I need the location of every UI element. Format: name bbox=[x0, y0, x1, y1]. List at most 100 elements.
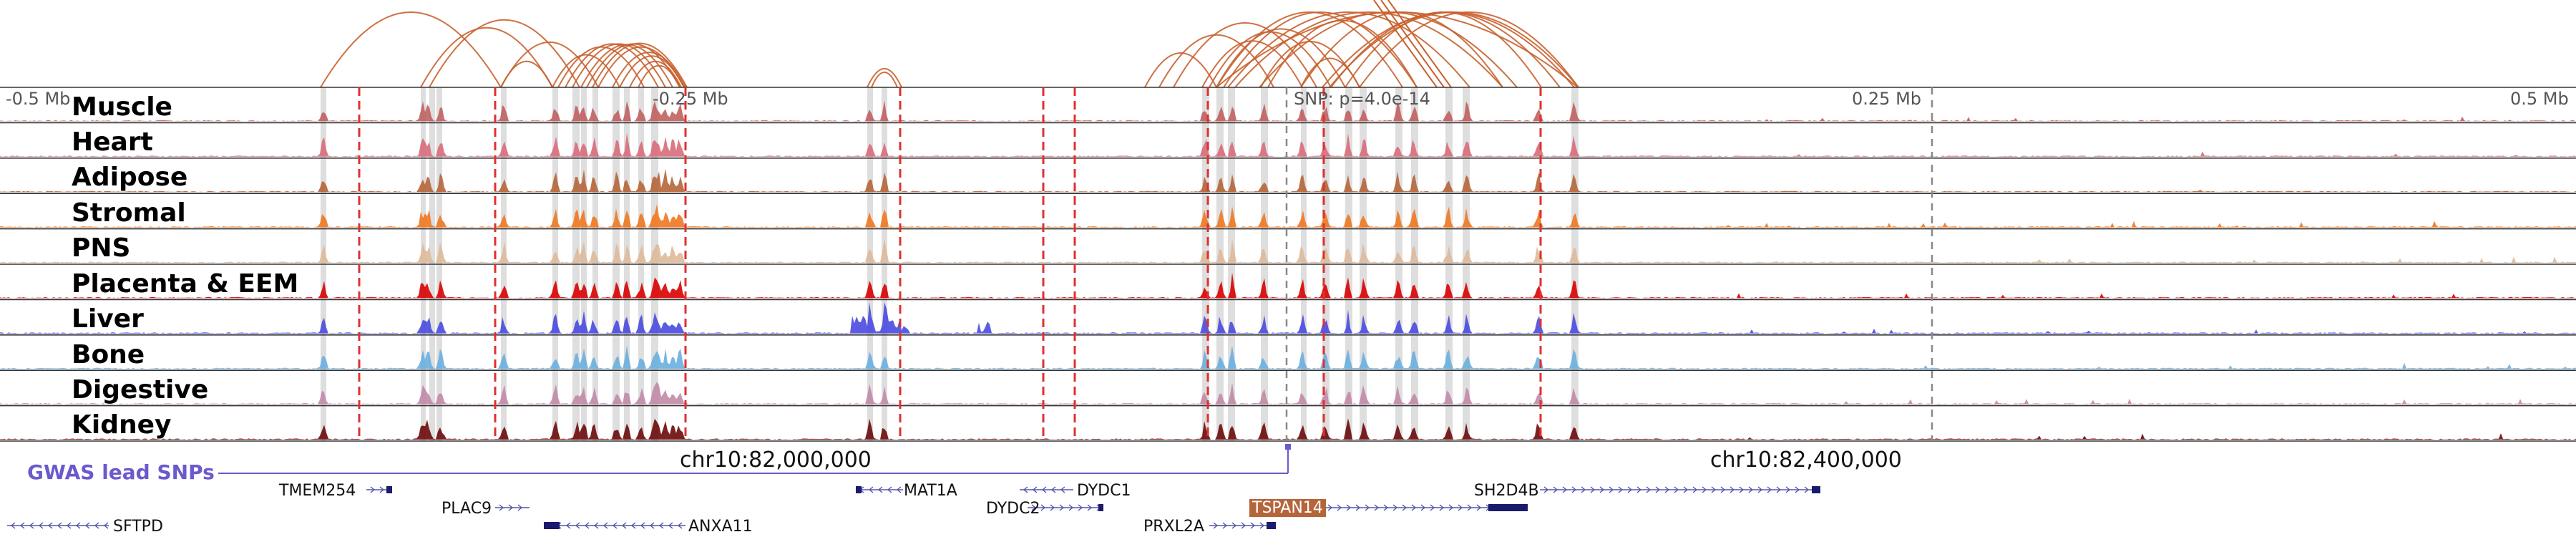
gene-model-sftpd[interactable] bbox=[7, 522, 109, 529]
gene-strand-arrow bbox=[94, 522, 99, 529]
gene-strand-arrow bbox=[1023, 486, 1028, 493]
gene-strand-arrow bbox=[1720, 486, 1726, 493]
gene-label-tmem254[interactable]: TMEM254 bbox=[279, 482, 356, 500]
gene-strand-arrow bbox=[29, 522, 34, 529]
chromatin-loop-1 bbox=[420, 26, 553, 88]
gene-strand-arrow bbox=[1411, 504, 1417, 511]
snp-pvalue-label: SNP: p=4.0e-14 bbox=[1294, 89, 1430, 109]
chromatin-loop-24 bbox=[1216, 28, 1346, 88]
gene-label-sftpd[interactable]: SFTPD bbox=[113, 518, 163, 536]
coordinate-label-1: chr10:82,000,000 bbox=[680, 448, 872, 473]
track-label-digestive[interactable]: Digestive bbox=[72, 375, 209, 405]
gene-strand-arrow bbox=[1327, 504, 1333, 511]
gene-strand-arrow bbox=[896, 486, 902, 493]
gene-strand-arrow bbox=[612, 522, 618, 529]
chromatin-loop-19 bbox=[1144, 52, 1217, 88]
track-label-muscle[interactable]: Muscle bbox=[72, 92, 172, 122]
gene-strand-arrow bbox=[877, 486, 883, 493]
gene-strand-arrow bbox=[1031, 504, 1037, 511]
track-label-kidney[interactable]: Kidney bbox=[72, 410, 172, 440]
chromatin-loop-2 bbox=[429, 19, 580, 88]
gwas-track-label: GWAS lead SNPs bbox=[27, 460, 215, 484]
chromatin-loop-5 bbox=[552, 54, 620, 88]
gene-strand-arrow bbox=[517, 504, 523, 511]
gene-strand-arrow bbox=[1795, 486, 1800, 493]
gene-strand-arrow bbox=[584, 522, 590, 529]
gene-strand-arrow bbox=[1439, 504, 1445, 511]
chromatin-loop-long-2 bbox=[1380, 0, 1445, 88]
gene-strand-arrow bbox=[1060, 486, 1065, 493]
gene-strand-arrow bbox=[621, 522, 627, 529]
gwas-track bbox=[218, 444, 1291, 474]
gene-strand-arrow bbox=[1402, 504, 1407, 511]
gene-strand-arrow bbox=[1222, 522, 1228, 529]
chromatin-loop-20 bbox=[1158, 34, 1274, 88]
track-label-heart[interactable]: Heart bbox=[72, 127, 153, 157]
chromatin-loop-18 bbox=[871, 72, 898, 88]
gene-strand-arrow bbox=[1040, 504, 1046, 511]
gene-strand-arrow bbox=[38, 522, 44, 529]
signal-tracks bbox=[0, 87, 2576, 442]
gene-strand-arrow bbox=[84, 522, 90, 529]
gene-label-prxl2a[interactable]: PRXL2A bbox=[1143, 518, 1204, 536]
gene-model-dydc1[interactable] bbox=[1020, 486, 1073, 493]
gene-strand-arrow bbox=[593, 522, 599, 529]
chromatin-loop-38 bbox=[1330, 11, 1561, 88]
gene-strand-arrow bbox=[1627, 486, 1633, 493]
gene-strand-arrow bbox=[1420, 504, 1426, 511]
gene-strand-arrow bbox=[1213, 522, 1219, 529]
track-label-adipose[interactable]: Adipose bbox=[72, 163, 188, 192]
scale-label-left: -0.5 Mb bbox=[6, 89, 71, 109]
gene-label-plac9[interactable]: PLAC9 bbox=[441, 500, 492, 518]
chromatin-loop-15 bbox=[629, 60, 682, 88]
gene-strand-arrow bbox=[1776, 486, 1782, 493]
chromatin-loop-30 bbox=[1267, 19, 1418, 88]
gene-model-prxl2a[interactable] bbox=[1209, 522, 1276, 529]
track-label-liver[interactable]: Liver bbox=[72, 304, 144, 334]
track-signal-bone bbox=[0, 345, 2576, 369]
gene-model-dydc2[interactable] bbox=[1028, 504, 1103, 511]
track-label-placenta[interactable]: Placenta & EEM bbox=[72, 269, 299, 299]
gene-strand-arrow bbox=[630, 522, 636, 529]
track-label-bone[interactable]: Bone bbox=[72, 340, 145, 369]
track-signal-digestive bbox=[0, 382, 2576, 405]
gene-label-sh2d4b[interactable]: SH2D4B bbox=[1474, 482, 1539, 500]
gene-model-tspan14[interactable] bbox=[1324, 504, 1528, 511]
gene-strand-arrow bbox=[1032, 486, 1038, 493]
gene-strand-arrow bbox=[1646, 486, 1652, 493]
chromatin-loop-8 bbox=[572, 43, 666, 88]
gene-exon bbox=[1267, 522, 1276, 529]
track-signal-kidney bbox=[0, 418, 2576, 440]
gene-strand-arrow bbox=[370, 486, 376, 493]
gene-label-tspan14[interactable]: TSPAN14 bbox=[1249, 499, 1326, 517]
gene-strand-arrow bbox=[1050, 486, 1056, 493]
gene-label-dydc1[interactable]: DYDC1 bbox=[1077, 482, 1131, 500]
gene-strand-arrow bbox=[1259, 522, 1265, 529]
gene-strand-arrow bbox=[1692, 486, 1698, 493]
gene-strand-arrow bbox=[1757, 486, 1763, 493]
gene-model-mat1a[interactable] bbox=[856, 486, 903, 493]
gene-strand-arrow bbox=[10, 522, 16, 529]
gene-strand-arrow bbox=[379, 486, 385, 493]
chromatin-loop-4 bbox=[500, 41, 599, 88]
gene-strand-arrow bbox=[658, 522, 664, 529]
chromatin-loop-6 bbox=[557, 46, 645, 88]
chromatin-loop-25 bbox=[1216, 11, 1403, 88]
gene-label-dydc2[interactable]: DYDC2 bbox=[986, 500, 1040, 518]
gene-model-anxa11[interactable] bbox=[544, 522, 686, 529]
scale-label-minus-quarter: -0.25 Mb bbox=[653, 89, 728, 109]
gene-strand-arrow bbox=[1250, 522, 1256, 529]
gene-label-anxa11[interactable]: ANXA11 bbox=[688, 518, 753, 536]
chromatin-loop-21 bbox=[1173, 22, 1317, 88]
gene-exon bbox=[386, 486, 392, 493]
gene-model-sh2d4b[interactable] bbox=[1540, 486, 1820, 493]
gene-model-plac9[interactable] bbox=[495, 504, 530, 511]
gene-strand-arrow bbox=[57, 522, 62, 529]
gene-model-tmem254[interactable] bbox=[366, 486, 392, 493]
gene-label-mat1a[interactable]: MAT1A bbox=[904, 482, 957, 500]
gene-strand-arrow bbox=[1655, 486, 1661, 493]
track-label-stromal[interactable]: Stromal bbox=[72, 198, 186, 228]
track-label-pns[interactable]: PNS bbox=[72, 233, 131, 263]
gene-strand-arrow bbox=[1609, 486, 1614, 493]
